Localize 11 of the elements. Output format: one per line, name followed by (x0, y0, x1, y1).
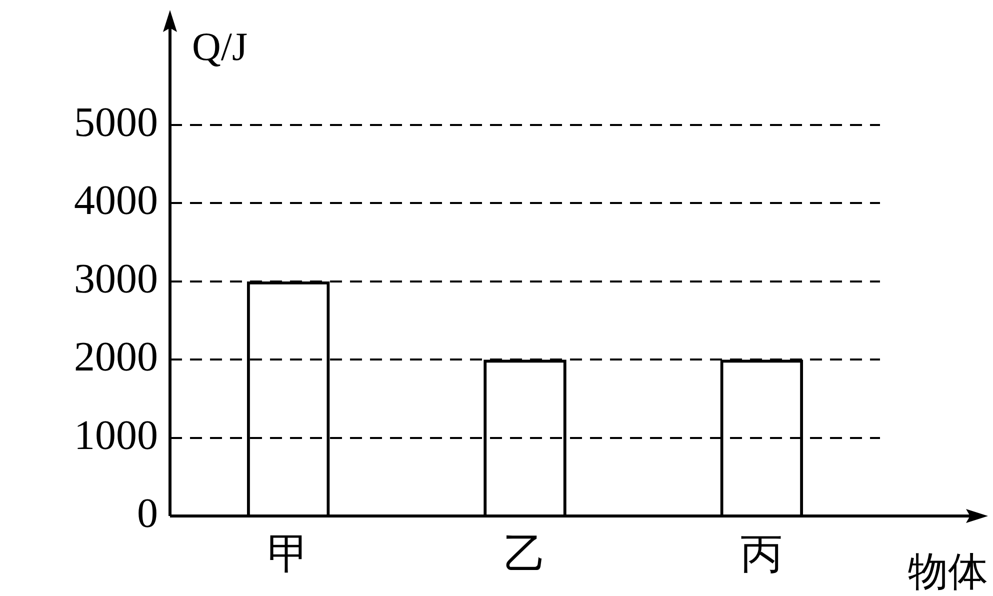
y-tick-label: 2000 (74, 334, 158, 381)
x-tick-label: 丙 (740, 532, 783, 578)
y-tick-label: 1000 (74, 412, 158, 459)
y-tick-label: 0 (137, 491, 158, 538)
y-tick-label: 5000 (74, 100, 158, 146)
y-tick-label: 4000 (74, 178, 158, 224)
x-tick-label: 甲 (267, 532, 310, 578)
x-tick-label: 乙 (504, 532, 546, 578)
y-axis-title: Q/J (192, 24, 248, 69)
x-axis-title: 物体 (908, 549, 988, 594)
y-tick-label: 3000 (74, 256, 158, 302)
